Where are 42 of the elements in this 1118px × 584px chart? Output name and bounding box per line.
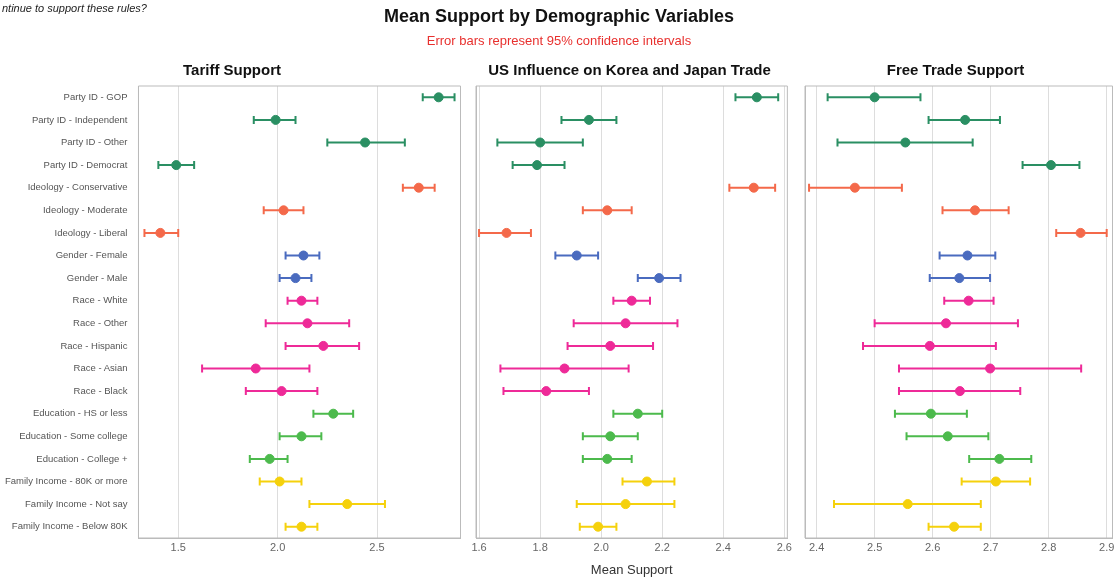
y-tick-label: Education - College + — [36, 452, 128, 464]
y-tick-label: Family Income - Below 80K — [11, 520, 129, 532]
y-tick-label: Race - White — [72, 294, 128, 306]
chart-title: Tariff Support — [182, 61, 282, 79]
y-tick-label: Party ID - Democrat — [43, 158, 128, 170]
y-tick-label: Race - Asian — [73, 362, 128, 374]
y-tick-label: Ideology - Liberal — [54, 226, 128, 238]
y-tick-label: Ideology - Conservative — [27, 181, 128, 193]
x-tick-label: 2.6 — [924, 540, 941, 553]
text: Mean Support by Demographic Variables — [383, 6, 735, 26]
y-tick-label: Family Income - 80K or more — [5, 475, 128, 487]
y-tick-label: Gender - Male — [66, 271, 128, 283]
x-tick-label: 2.6 — [776, 540, 792, 553]
y-tick-label: Race - Hispanic — [60, 339, 128, 351]
x-tick-label: 1.6 — [471, 540, 487, 553]
x-tick-label: 2.7 — [983, 540, 999, 553]
x-tick-label: 2.4 — [808, 540, 825, 553]
x-axis-title: Mean Support — [590, 561, 673, 577]
x-tick-label: 2.5 — [369, 540, 385, 553]
y-tick-label: Party ID - Other — [60, 136, 128, 148]
y-tick-label: Family Income - Not say — [25, 497, 128, 509]
chart-title: Free Trade Support — [886, 61, 1025, 79]
x-tick-label: 1.8 — [532, 540, 548, 553]
y-tick-label: Party ID - Independent — [31, 113, 128, 125]
text: ntinue to support these rules? — [2, 2, 147, 14]
y-tick-label: Ideology - Moderate — [42, 203, 128, 215]
y-tick-label: Race - Other — [73, 316, 128, 328]
y-tick-label: Gender - Female — [55, 249, 128, 261]
x-tick-label: 2.0 — [269, 540, 286, 553]
x-tick-label: 2.8 — [1041, 540, 1057, 553]
x-tick-label: 1.5 — [170, 540, 186, 553]
x-tick-label: 2.2 — [654, 540, 670, 553]
x-tick-label: 2.4 — [715, 540, 731, 553]
x-tick-label: 2.5 — [866, 540, 883, 553]
text: Error bars represent 95% confidence intervals — [425, 33, 693, 48]
y-tick-label: Party ID - GOP — [63, 90, 128, 102]
chart-title: US Influence on Korea and Japan Trade — [488, 61, 771, 79]
y-tick-label: Education - HS or less — [32, 407, 128, 419]
x-tick-label: 2.0 — [593, 540, 609, 553]
x-tick-label: 2.9 — [1099, 540, 1115, 553]
y-tick-label: Education - Some college — [19, 429, 128, 441]
y-tick-label: Race - Black — [73, 384, 128, 396]
